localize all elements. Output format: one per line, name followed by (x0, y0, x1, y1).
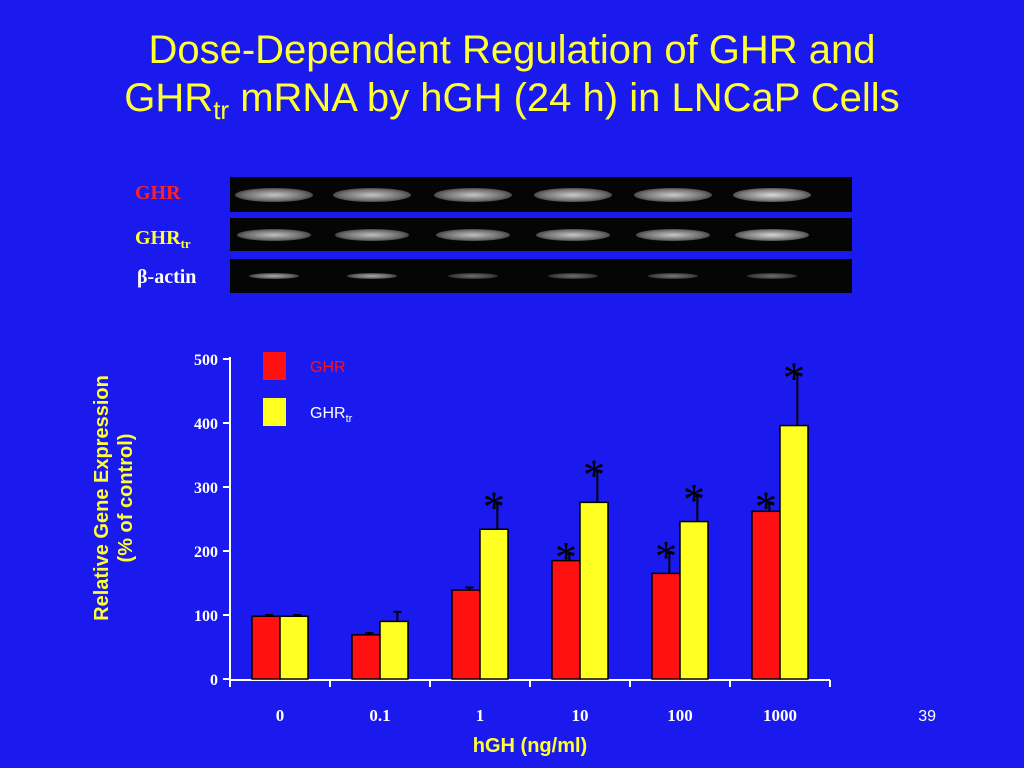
title-line-2-subscript: tr (213, 95, 230, 125)
y-axis-label: Relative Gene Expression (% of control) (90, 318, 138, 678)
legend-label-text: GHR (310, 359, 346, 376)
gel-band (347, 273, 397, 279)
bar-ghr-tr (779, 424, 809, 680)
legend-label-ghr: GHR (310, 359, 346, 376)
legend-swatch-ghr-tr (263, 398, 286, 426)
significance-asterisk: * (583, 451, 605, 500)
legend-swatch-ghr (263, 352, 286, 380)
significance-asterisk: * (755, 483, 777, 532)
title-line-2: GHRtr mRNA by hGH (24 h) in LNCaP Cells (0, 74, 1024, 125)
y-tick-label: 200 (194, 544, 218, 561)
legend-label-ghr-tr: GHRtr (310, 405, 353, 425)
bar-ghr-tr (679, 520, 709, 680)
gel-strip-ghr (230, 177, 852, 212)
gel-band (735, 228, 809, 241)
legend-label-subscript: tr (346, 413, 353, 425)
gel-band (448, 273, 498, 279)
significance-asterisk: * (683, 475, 705, 524)
gel-label-ghr-tr-subscript: tr (180, 236, 191, 251)
y-axis-label-line-2: (% of control) (115, 433, 137, 563)
gel-band (548, 273, 598, 279)
gel-label-ghr-tr-text: GHR (135, 227, 181, 249)
gel-strip-ghr-tr (230, 218, 852, 251)
gel-band (733, 187, 811, 202)
bar-ghr (351, 634, 381, 680)
x-tick-label: 1 (476, 706, 485, 725)
x-tick-label: 0.1 (369, 706, 390, 725)
title-line-1: Dose-Dependent Regulation of GHR and (148, 28, 876, 72)
gel-band (235, 187, 313, 202)
x-tick-label: 0 (276, 706, 285, 725)
page-number: 39 (918, 708, 936, 725)
gel-label-beta-actin-text: β-actin (137, 266, 197, 288)
gel-band (335, 228, 409, 241)
gel-band (249, 273, 299, 279)
x-tick-label: 1000 (763, 706, 797, 725)
gel-band (536, 228, 610, 241)
title-line-2-suffix: mRNA by hGH (24 h) in LNCaP Cells (229, 76, 900, 120)
gel-strip-beta-actin (230, 259, 852, 293)
y-tick-label: 500 (194, 352, 218, 369)
bar-ghr-tr (379, 620, 409, 680)
bar-ghr (651, 572, 681, 680)
bar-ghr (551, 559, 581, 680)
gel-label-ghr: GHR (135, 182, 181, 205)
gel-band (237, 228, 311, 241)
gel-band (534, 187, 612, 202)
gel-band (634, 187, 712, 202)
gel-band (747, 273, 797, 279)
bar-ghr-tr (279, 615, 309, 680)
significance-asterisk: * (655, 532, 677, 581)
bar-ghr-tr (579, 501, 609, 680)
y-tick-label: 0 (210, 672, 218, 689)
bar-ghr (751, 510, 781, 680)
slide-title: Dose-Dependent Regulation of GHR and GHR… (0, 26, 1024, 125)
gel-label-ghr-text: GHR (135, 182, 181, 204)
gel-band (434, 187, 512, 202)
gel-band (648, 273, 698, 279)
y-tick-label: 300 (194, 480, 218, 497)
bar-ghr (251, 615, 281, 680)
title-line-2-prefix: GHR (124, 76, 214, 120)
bar-ghr (451, 589, 481, 680)
y-axis-label-line-1: Relative Gene Expression (91, 375, 113, 621)
gel-band (333, 187, 411, 202)
significance-asterisk: * (783, 353, 805, 402)
gel-band (636, 228, 710, 241)
x-tick-label: 100 (667, 706, 693, 725)
significance-asterisk: * (555, 533, 577, 582)
x-axis-title: hGH (ng/ml) (473, 735, 587, 757)
significance-asterisk: * (483, 483, 505, 532)
x-tick-label: 10 (572, 706, 589, 725)
gel-label-beta-actin: β-actin (137, 266, 196, 289)
y-tick-label: 100 (194, 608, 218, 625)
y-tick-label: 400 (194, 416, 218, 433)
gel-label-ghr-tr: GHRtr (135, 227, 191, 250)
gel-band (436, 228, 510, 241)
legend-label-text: GHR (310, 405, 346, 422)
bar-ghr-tr (479, 528, 509, 680)
